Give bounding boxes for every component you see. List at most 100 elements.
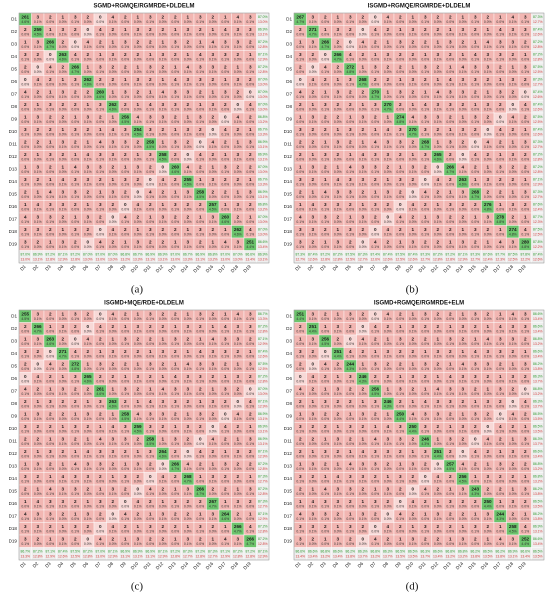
cell-percent: 0.1% <box>234 120 242 124</box>
cell-count: 4 <box>336 474 339 479</box>
row-label: D6 <box>11 376 17 381</box>
cell-percent: 0.1% <box>309 342 317 346</box>
cell-count: 0 <box>299 374 302 379</box>
cell-percent: 0.1% <box>396 95 404 99</box>
cell-count: 244 <box>496 511 504 516</box>
cell-count: 4 <box>99 436 102 441</box>
row-summary-error: 13.0% <box>258 108 268 112</box>
cell-count: 3 <box>349 524 352 529</box>
cell-percent: 0.0% <box>246 183 254 187</box>
cell-count: 2 <box>36 386 39 391</box>
row-summary-error: 12.6% <box>533 33 543 37</box>
cell-count: 4 <box>149 189 152 194</box>
cell-count: 3 <box>411 164 414 169</box>
cell-count: 2 <box>186 399 189 404</box>
row-summary-correct: 86.6% <box>258 240 268 244</box>
cell-count: 3 <box>336 139 339 144</box>
cell-count: 2 <box>449 349 452 354</box>
cell-count: 1 <box>499 499 502 504</box>
cell-percent: 0.0% <box>59 530 67 534</box>
cell-percent: 0.1% <box>296 517 304 521</box>
column-summary-correct: 86.6% <box>333 550 343 554</box>
cell-count: 2 <box>461 139 464 144</box>
cell-count: 1 <box>411 14 414 19</box>
cell-count: 2 <box>136 436 139 441</box>
row-label: D14 <box>9 179 18 184</box>
cell-count: 1 <box>249 511 252 516</box>
cell-count: 3 <box>236 77 239 82</box>
cell-count: 4 <box>374 239 377 244</box>
cell-count: 2 <box>86 127 89 132</box>
cell-percent: 0.0% <box>509 133 517 137</box>
cell-percent: 0.0% <box>246 342 254 346</box>
cell-count: 3 <box>436 411 439 416</box>
cell-percent: 0.0% <box>434 70 442 74</box>
cell-percent: 0.0% <box>421 355 429 359</box>
column-summary-correct: 87.2% <box>233 550 243 554</box>
column-summary-error: 13.2% <box>370 555 380 559</box>
cell-percent: 0.0% <box>59 233 67 237</box>
cell-count: 3 <box>424 152 427 157</box>
cell-count: 2 <box>324 227 327 232</box>
cell-percent: 0.1% <box>409 208 417 212</box>
cell-percent: 0.0% <box>46 355 54 359</box>
cell-percent: 4.6% <box>221 220 229 224</box>
cell-count: 3 <box>486 214 489 219</box>
cell-count: 1 <box>411 64 414 69</box>
cell-percent: 0.1% <box>109 158 117 162</box>
cell-percent: 0.1% <box>459 467 467 471</box>
cell-count: 3 <box>211 361 214 366</box>
cell-percent: 0.1% <box>434 405 442 409</box>
cell-percent: 0.1% <box>109 430 117 434</box>
cell-count: 2 <box>511 511 514 516</box>
cell-count: 2 <box>424 202 427 207</box>
cell-count: 2 <box>86 189 89 194</box>
cell-count: 1 <box>49 386 52 391</box>
cell-percent: 0.0% <box>159 45 167 49</box>
cell-count: 0 <box>211 424 214 429</box>
row-summary-correct: 87.3% <box>533 190 543 194</box>
cell-percent: 4.8% <box>396 120 404 124</box>
cell-count: 0 <box>486 424 489 429</box>
cell-percent: 0.0% <box>34 95 42 99</box>
cell-percent: 0.1% <box>496 45 504 49</box>
row-summary-error: 12.6% <box>533 95 543 99</box>
cell-percent: 0.1% <box>71 430 79 434</box>
cell-percent: 0.1% <box>84 467 92 471</box>
cell-percent: 0.0% <box>396 317 404 321</box>
cell-count: 3 <box>211 64 214 69</box>
cell-percent: 0.0% <box>159 33 167 37</box>
cell-percent: 0.0% <box>184 505 192 509</box>
cell-count: 3 <box>161 52 164 57</box>
cell-percent: 0.0% <box>234 145 242 149</box>
cell-percent: 0.1% <box>184 542 192 546</box>
cell-count: 3 <box>174 89 177 94</box>
cell-percent: 0.0% <box>496 380 504 384</box>
column-label: D11 <box>143 264 153 274</box>
cell-percent: 4.8% <box>521 245 529 249</box>
cell-count: 1 <box>49 536 52 541</box>
cell-count: 0 <box>99 311 102 316</box>
cell-count: 3 <box>524 361 527 366</box>
cell-count: 2 <box>324 461 327 466</box>
row-summary-correct: 87.0% <box>258 15 268 19</box>
cell-percent: 0.1% <box>509 455 517 459</box>
cell-percent: 0.0% <box>71 405 79 409</box>
cell-percent: 0.1% <box>296 245 304 249</box>
cell-percent: 0.0% <box>121 208 129 212</box>
cell-count: 2 <box>449 14 452 19</box>
cell-percent: 0.1% <box>334 505 342 509</box>
cell-count: 1 <box>499 202 502 207</box>
cell-percent: 0.1% <box>446 342 454 346</box>
cell-count: 2 <box>199 27 202 32</box>
cell-count: 2 <box>249 449 252 454</box>
cell-count: 4 <box>49 486 52 491</box>
cell-percent: 0.1% <box>309 417 317 421</box>
cell-count: 3 <box>311 511 314 516</box>
cell-percent: 0.0% <box>446 133 454 137</box>
cell-percent: 4.5% <box>121 120 129 124</box>
cell-count: 3 <box>474 64 477 69</box>
cell-count: 3 <box>311 524 314 529</box>
cell-count: 0 <box>161 164 164 169</box>
cell-count: 2 <box>374 77 377 82</box>
